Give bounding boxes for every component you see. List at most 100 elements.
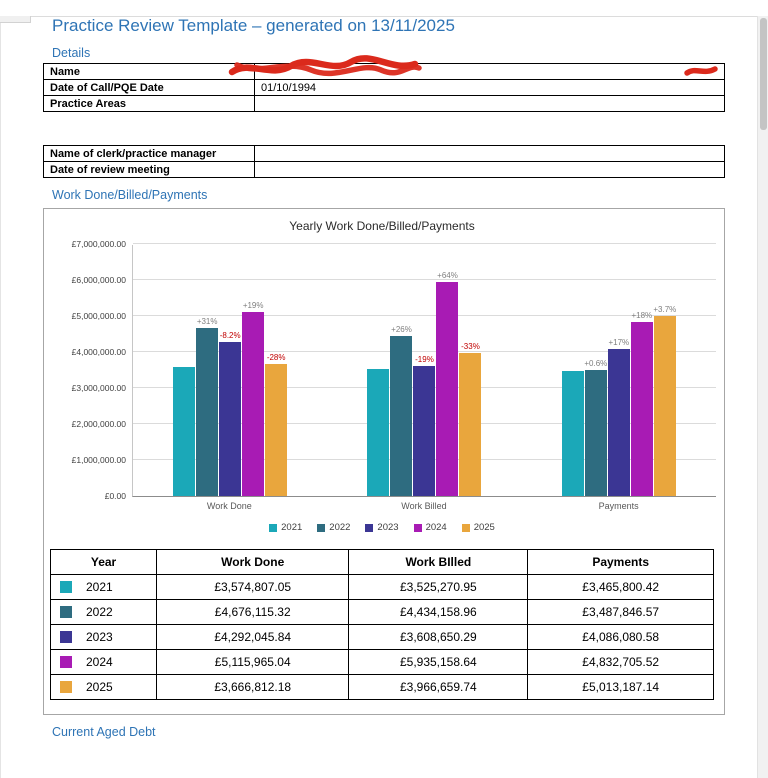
- bar-2022-work-billed: [390, 336, 413, 496]
- bar-wrap: +3.7%: [653, 305, 676, 496]
- legend-swatch-icon: [413, 523, 422, 532]
- bar-wrap: +0.6%: [584, 359, 607, 496]
- summary-row-2021: 2021 £3,574,807.05 £3,525,270.95 £3,465,800…: [49, 574, 714, 600]
- summary-cell: £5,935,158.64: [348, 649, 529, 675]
- y-tick-label: £2,000,000.00: [71, 419, 126, 429]
- summary-cell: £4,434,158.96: [348, 599, 529, 625]
- bar-2021-work-billed: [367, 369, 390, 496]
- year-cell: 2022: [49, 599, 158, 625]
- legend-label: 2023: [377, 522, 399, 533]
- bar-pct-label: +64%: [437, 271, 458, 281]
- bar-wrap: +18%: [630, 311, 653, 496]
- bar-pct-label: +18%: [631, 311, 653, 321]
- bar-wrap: +64%: [436, 271, 459, 496]
- chart-title: Yearly Work Done/Billed/Payments: [289, 219, 475, 233]
- x-category-label: Payments: [598, 501, 639, 511]
- bar-2023-work-done: [219, 341, 242, 496]
- bar-wrap: [173, 367, 196, 496]
- bar-wrap: -8.2%: [219, 331, 242, 496]
- field-label-call-date: Date of Call/PQE Date: [43, 79, 255, 96]
- legend-swatch-icon: [269, 523, 278, 532]
- bar-2021-work-done: [173, 367, 196, 496]
- y-tick-label: £4,000,000.00: [71, 347, 126, 357]
- bar-group-payments: +0.6% +17% +18% +3.7%: [561, 305, 676, 496]
- bar-2025-work-billed: [459, 353, 482, 496]
- bar-2023-work-billed: [413, 366, 436, 496]
- bar-pct-label: -19%: [415, 355, 434, 365]
- legend-label: 2024: [425, 522, 447, 533]
- bar-2022-work-done: [196, 327, 219, 496]
- bar-pct-label: +3.7%: [653, 304, 677, 314]
- summary-cell: £3,574,807.05: [156, 574, 350, 600]
- bar-wrap: [367, 369, 390, 496]
- chart-plot: +31% -8.2% +19% -28% +26% -19% +64% -33% +0.6% +1…: [132, 243, 716, 497]
- summary-row-2022: 2022 £4,676,115.32 £4,434,158.96 £3,487,846…: [49, 599, 714, 625]
- scrollbar[interactable]: [757, 16, 768, 778]
- bar-pct-label: +31%: [196, 316, 218, 326]
- summary-row-2024: 2024 £5,115,965.04 £5,935,158.64 £4,832,705…: [49, 649, 714, 675]
- bar-wrap: +31%: [196, 317, 219, 496]
- summary-cell: £3,666,812.18: [156, 674, 350, 700]
- y-tick-label: £5,000,000.00: [71, 311, 126, 321]
- year-label: 2024: [86, 655, 113, 669]
- legend-swatch-icon: [317, 523, 326, 532]
- table-row: Name: [43, 55, 725, 80]
- page-top-edge: [0, 16, 768, 17]
- summary-cell: £3,487,846.57: [527, 599, 714, 625]
- bar-wrap: +26%: [390, 325, 413, 496]
- summary-table-head: Year Work Done Work BIlled Payments: [49, 549, 714, 575]
- section-heading-details: Details: [52, 46, 91, 60]
- bar-wrap: +19%: [242, 301, 265, 496]
- y-tick-label: £6,000,000.00: [71, 275, 126, 285]
- document-page: Practice Review Template – generated on …: [0, 16, 768, 739]
- field-label-name: Name: [43, 63, 255, 80]
- table-row: Name of clerk/practice manager: [43, 145, 725, 162]
- year-label: 2025: [86, 680, 113, 694]
- year-swatch-icon: [60, 581, 72, 593]
- legend-label: 2022: [329, 522, 351, 533]
- legend-item-2023: 2023: [365, 522, 399, 533]
- field-value-practice-areas: [254, 95, 725, 112]
- redaction-scribble: [228, 55, 422, 77]
- summary-cell: £3,465,800.42: [527, 574, 714, 600]
- gridline: [133, 351, 716, 352]
- summary-table: Year Work Done Work BIlled Payments 2021 £3,…: [49, 549, 714, 700]
- year-label: 2022: [86, 605, 113, 619]
- bar-2025-work-done: [265, 364, 288, 496]
- table-row: Practice Areas: [43, 95, 725, 112]
- summary-row-2025: 2025 £3,666,812.18 £3,966,659.74 £5,013,187…: [49, 674, 714, 700]
- page-left-edge: [0, 16, 1, 778]
- redaction-scribble-small: [684, 66, 718, 76]
- bar-wrap: -19%: [413, 355, 436, 496]
- summary-cell: £3,525,270.95: [348, 574, 529, 600]
- scrollbar-thumb[interactable]: [760, 18, 767, 130]
- field-value-clerk: [254, 145, 725, 162]
- bar-2024-work-done: [242, 311, 265, 496]
- chart-y-axis: £0.00 £1,000,000.00 £2,000,000.00 £3,000,00…: [48, 239, 132, 501]
- page-corner: [0, 16, 31, 23]
- gridline: [133, 315, 716, 316]
- bar-2022-payments: [584, 370, 607, 496]
- bar-pct-label: +19%: [242, 300, 264, 310]
- y-tick-label: £1,000,000.00: [71, 455, 126, 465]
- table-row: Date of Call/PQE Date 01/10/1994: [43, 79, 725, 96]
- bar-wrap: +17%: [607, 338, 630, 496]
- bar-wrap: -33%: [459, 342, 482, 496]
- bar-wrap: [561, 371, 584, 496]
- bar-2023-payments: [607, 348, 630, 496]
- year-label: 2021: [86, 580, 113, 594]
- summary-col-header: Payments: [527, 549, 714, 575]
- year-swatch-icon: [60, 681, 72, 693]
- bar-pct-label: +26%: [391, 325, 412, 335]
- bar-pct-label: -8.2%: [219, 330, 241, 340]
- summary-col-header: Year: [49, 549, 158, 575]
- field-label-clerk: Name of clerk/practice manager: [43, 145, 255, 162]
- legend-item-2021: 2021: [269, 522, 302, 533]
- bar-2025-payments: [653, 315, 676, 496]
- summary-cell: £5,115,965.04: [156, 649, 350, 675]
- year-cell: 2024: [49, 649, 158, 675]
- year-swatch-icon: [60, 606, 72, 618]
- summary-cell: £3,966,659.74: [348, 674, 529, 700]
- bar-pct-label: +0.6%: [584, 359, 608, 369]
- bar-2024-payments: [630, 322, 653, 496]
